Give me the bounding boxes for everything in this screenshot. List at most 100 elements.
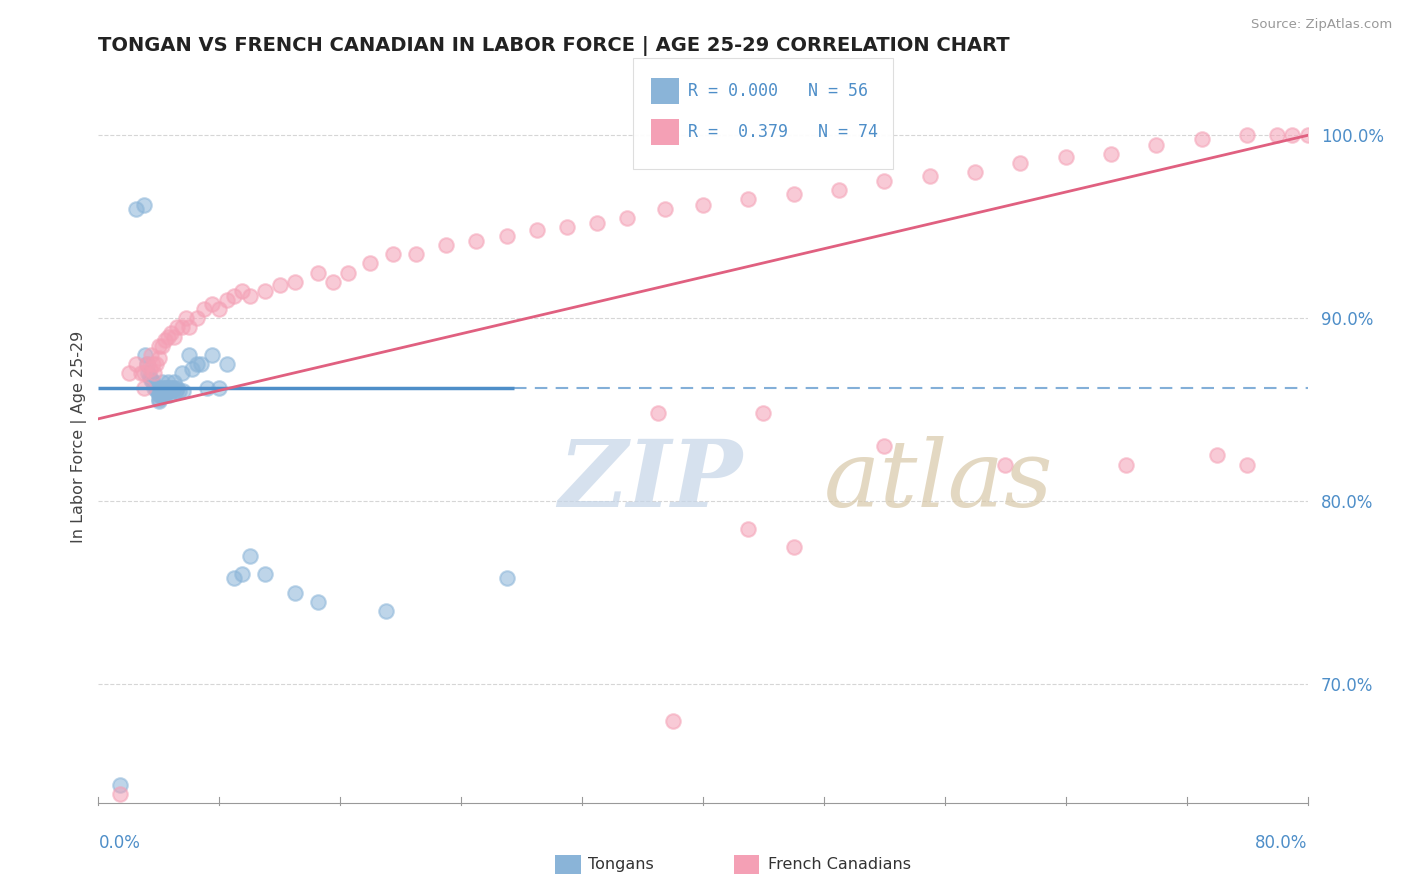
Point [142, 375, 165, 389]
Point [253, 284, 276, 298]
Point [132, 381, 155, 395]
Point [156, 381, 179, 395]
Point [159, 388, 181, 402]
Point [269, 278, 291, 293]
Point [1281, 128, 1303, 143]
Point [647, 406, 669, 420]
Point [526, 223, 548, 237]
Point [163, 329, 186, 343]
Point [141, 348, 163, 362]
Point [186, 311, 208, 326]
Point [465, 235, 488, 249]
Point [873, 439, 896, 453]
Point [136, 366, 159, 380]
Text: R = 0.000   N = 56: R = 0.000 N = 56 [688, 82, 868, 100]
Point [167, 384, 190, 399]
Point [150, 375, 173, 389]
Point [307, 265, 329, 279]
Point [181, 362, 204, 376]
Text: Tongans: Tongans [588, 857, 654, 871]
Point [177, 320, 201, 334]
Point [495, 228, 517, 243]
Point [382, 247, 405, 261]
Point [150, 338, 173, 352]
Point [201, 348, 224, 362]
Point [873, 174, 896, 188]
Point [134, 348, 156, 362]
Text: 0.0%: 0.0% [98, 834, 141, 852]
Point [1010, 155, 1032, 169]
Point [1206, 448, 1229, 462]
Text: ZIP: ZIP [558, 436, 742, 526]
Point [284, 585, 307, 599]
Text: atlas: atlas [824, 436, 1053, 526]
Point [166, 320, 188, 334]
Point [434, 238, 457, 252]
Point [336, 265, 359, 279]
Point [153, 384, 176, 399]
Point [155, 384, 177, 399]
Point [160, 381, 183, 395]
Point [661, 714, 683, 728]
Point [1191, 132, 1213, 146]
Point [1236, 458, 1258, 472]
Point [654, 202, 676, 216]
Point [153, 381, 176, 395]
Point [201, 296, 224, 310]
Point [174, 311, 197, 326]
Point [782, 540, 804, 554]
Point [153, 333, 176, 347]
Point [692, 198, 714, 212]
Point [152, 381, 174, 395]
Point [150, 384, 173, 399]
Text: TONGAN VS FRENCH CANADIAN IN LABOR FORCE | AGE 25-29 CORRELATION CHART: TONGAN VS FRENCH CANADIAN IN LABOR FORCE… [98, 36, 1010, 55]
Point [208, 301, 231, 316]
Point [322, 275, 344, 289]
Point [148, 351, 170, 366]
Point [165, 384, 187, 399]
Point [374, 604, 396, 618]
Point [139, 362, 162, 376]
Point [782, 186, 804, 201]
Point [160, 326, 183, 340]
Point [149, 388, 172, 402]
Point [142, 357, 165, 371]
Point [145, 381, 167, 395]
Text: 80.0%: 80.0% [1256, 834, 1308, 852]
Point [148, 338, 170, 352]
Point [231, 284, 253, 298]
Point [737, 521, 759, 535]
Point [828, 183, 851, 197]
Point [155, 381, 177, 395]
Point [737, 192, 759, 206]
Point [239, 289, 262, 303]
Point [284, 275, 307, 289]
Point [208, 381, 231, 395]
Text: French Canadians: French Canadians [768, 857, 911, 871]
Point [149, 381, 172, 395]
Point [215, 357, 238, 371]
Point [170, 366, 193, 380]
Point [148, 393, 170, 408]
Point [405, 247, 427, 261]
Point [125, 357, 148, 371]
Point [1236, 128, 1258, 143]
Point [307, 594, 329, 608]
Point [1265, 128, 1288, 143]
Point [163, 381, 186, 395]
Point [555, 219, 578, 234]
Point [141, 373, 163, 387]
Point [148, 388, 170, 402]
Point [156, 375, 179, 389]
Point [616, 211, 638, 225]
Point [994, 458, 1017, 472]
Point [224, 289, 246, 303]
Point [118, 366, 141, 380]
Y-axis label: In Labor Force | Age 25-29: In Labor Force | Age 25-29 [72, 331, 87, 543]
Point [156, 329, 179, 343]
Point [1054, 150, 1077, 164]
Point [148, 392, 170, 406]
Point [190, 357, 212, 371]
Point [495, 571, 517, 585]
Point [177, 348, 201, 362]
